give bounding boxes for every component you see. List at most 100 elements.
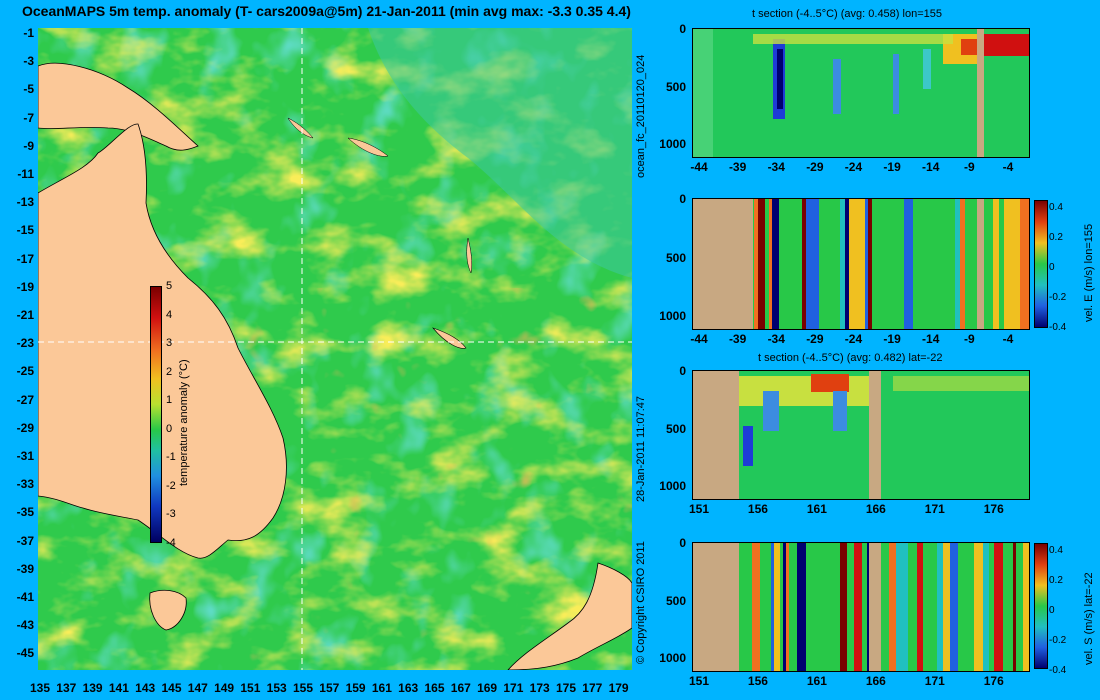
map-y-tick: -17: [16, 251, 34, 266]
section-land-mask: [693, 199, 753, 329]
map-y-tick: -45: [16, 646, 34, 661]
section-x-tick: 161: [806, 502, 827, 516]
velocity-stripe: [826, 199, 835, 329]
velocity-stripe: [968, 543, 974, 671]
t-section-lat-panel: [692, 370, 1030, 500]
section-y-tick: 500: [665, 593, 686, 608]
section-x-tick: -24: [844, 160, 863, 174]
velocity-stripe: [908, 543, 911, 671]
velocity-stripe: [983, 543, 989, 671]
velocity-stripe: [745, 543, 752, 671]
velocity-stripe: [768, 543, 771, 671]
section-x-tick: -44: [690, 332, 708, 346]
section-x-tick: 156: [747, 502, 768, 516]
section-x-tick: -9: [964, 332, 975, 346]
new-zealand-land: [507, 562, 632, 670]
map-y-tick: -35: [16, 505, 34, 520]
velocity-stripe: [831, 543, 840, 671]
temperature-colorbar: [150, 286, 162, 543]
velocity-colorbar-tick: -0.2: [1049, 635, 1067, 646]
map-y-tick: -1: [23, 26, 34, 40]
velocity-stripe: [872, 199, 879, 329]
velocity-stripe: [739, 543, 745, 671]
map-y-tick: -39: [16, 561, 34, 576]
section-x-tick: -29: [806, 160, 824, 174]
map-x-tick: 151: [240, 681, 261, 695]
t-section-lon-panel: [692, 28, 1030, 158]
section-y-tick: 0: [679, 364, 686, 378]
velocity-stripe: [917, 543, 923, 671]
velocity-stripe: [988, 199, 993, 329]
velocity-stripe: [752, 543, 760, 671]
section-y-tick: 1000: [659, 137, 686, 152]
section-x-tick: -19: [883, 160, 901, 174]
velocity-colorbar-tick: 0.2: [1049, 575, 1063, 586]
velocity-stripe: [938, 199, 946, 329]
temperature-anomaly-map: 5 4 3 2 1 0 -1 -2 -3 -4 temperature anomaly (°C): [38, 28, 632, 670]
velocity-stripe: [993, 199, 999, 329]
velocity-stripe: [994, 543, 1003, 671]
map-x-tick: 177: [582, 681, 603, 695]
map-x-tick: 137: [56, 681, 77, 695]
section-y-tick: 500: [665, 79, 686, 94]
map-x-tick: 175: [555, 681, 577, 695]
velocity-stripe: [949, 199, 952, 329]
vel-s-label: vel. S (m/s) lat=-22: [1083, 572, 1095, 665]
velocity-stripe: [797, 199, 802, 329]
map-y-tick: -27: [16, 392, 34, 407]
colorbar-tick: -4: [166, 536, 176, 549]
map-y-tick: -5: [23, 82, 34, 97]
section-land-mask: [977, 199, 984, 329]
velocity-stripe: [904, 199, 913, 329]
section-x-tick: -29: [806, 332, 824, 346]
section-x-tick: 161: [806, 674, 827, 688]
map-y-tick: -31: [16, 449, 34, 463]
map-x-tick: 157: [319, 681, 340, 695]
section-x-tick: -34: [767, 332, 785, 346]
velocity-stripe: [1013, 543, 1016, 671]
velocity-stripe: [1016, 543, 1023, 671]
velocity-stripe: [774, 543, 780, 671]
section-x-tick: 151: [688, 502, 710, 516]
vel-s-colorbar: [1034, 543, 1048, 669]
velocity-stripe: [806, 543, 812, 671]
velocity-stripe: [1004, 199, 1012, 329]
velocity-stripe: [958, 543, 963, 671]
australia-land: [38, 123, 287, 559]
map-y-tick: -25: [16, 364, 34, 379]
velocity-stripe: [783, 199, 789, 329]
map-x-tick: 179: [608, 681, 629, 695]
velocity-stripe: [974, 543, 983, 671]
velocity-stripe: [1003, 543, 1007, 671]
velocity-stripe: [812, 543, 818, 671]
velocity-stripe: [786, 543, 789, 671]
velocity-stripe: [889, 543, 896, 671]
velocity-stripe: [765, 199, 769, 329]
section-x-tick: -44: [690, 160, 708, 174]
velocity-stripe: [1023, 543, 1029, 671]
map-x-tick: 165: [424, 681, 445, 695]
velocity-stripe: [865, 199, 868, 329]
section-x-tick: -24: [844, 332, 863, 346]
section-y-tick: 500: [665, 421, 686, 436]
map-y-tick: -33: [16, 477, 34, 492]
velocity-stripe: [999, 199, 1004, 329]
velocity-stripe: [840, 543, 847, 671]
velocity-stripe: [802, 199, 806, 329]
velocity-stripe: [1007, 543, 1013, 671]
t-section-lon-title: t section (-4..5°C) (avg: 0.458) lon=155: [752, 8, 942, 20]
vel-e-colorbar: [1034, 200, 1048, 328]
velocity-stripe: [819, 199, 826, 329]
velocity-stripe: [862, 543, 867, 671]
section-x-tick: 151: [688, 674, 710, 688]
velocity-stripe: [806, 199, 810, 329]
velocity-stripe: [911, 543, 917, 671]
map-y-tick: -15: [16, 223, 34, 238]
velocity-stripe: [955, 199, 960, 329]
velocity-stripe: [769, 199, 772, 329]
map-x-tick: 169: [477, 681, 498, 695]
section-land-mask: [693, 543, 739, 671]
velocity-stripe: [950, 543, 958, 671]
map-x-tick: 135: [29, 681, 51, 695]
velocity-stripe: [854, 543, 862, 671]
